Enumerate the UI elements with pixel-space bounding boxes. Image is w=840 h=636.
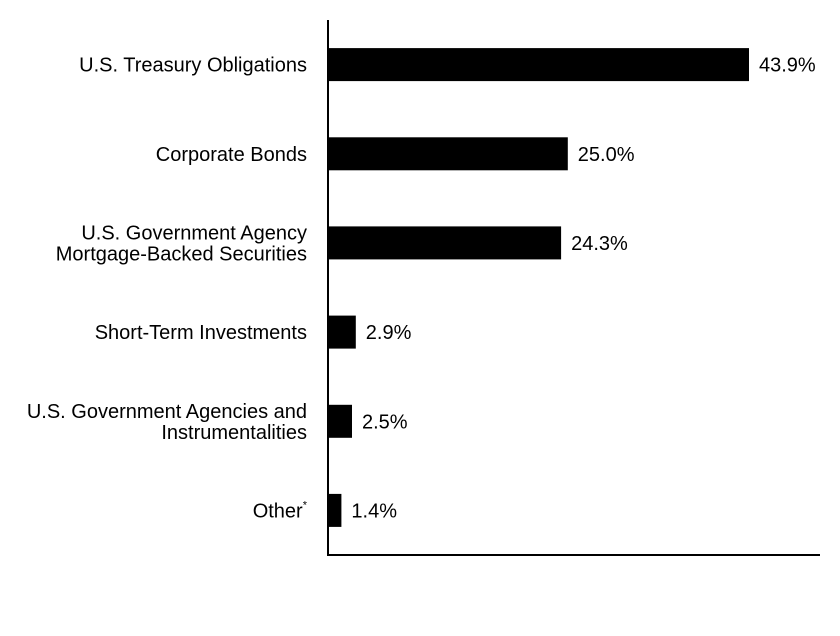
bar — [328, 48, 749, 82]
bar-value-label: 43.9% — [759, 55, 816, 77]
category-label: U.S. Government Agency Mortgage-Backed Se… — [56, 222, 307, 265]
bar-value-label: 2.5% — [362, 411, 408, 433]
footnote-marker: * — [303, 499, 308, 511]
bar-value-label: 24.3% — [571, 233, 628, 255]
bar — [328, 493, 342, 527]
bar-value-label: 2.9% — [366, 322, 412, 344]
category-label: Short-Term Investments — [95, 322, 307, 344]
category-label-line: Corporate Bonds — [156, 144, 307, 166]
bar — [328, 404, 352, 438]
category-label: Corporate Bonds — [156, 144, 307, 166]
category-labels-group: U.S. Treasury Obligations Corporate Bonds… — [27, 55, 308, 523]
category-label: Other* — [253, 499, 308, 522]
category-label-line: U.S. Treasury Obligations — [79, 55, 307, 77]
bar — [328, 137, 568, 171]
category-label-line: Mortgage-Backed Securities — [56, 243, 307, 265]
value-labels-group: 43.9% 25.0% 24.3% 2.9% 2.5% 1.4% — [351, 55, 816, 523]
category-label: U.S. Treasury Obligations — [79, 55, 307, 77]
bar-value-label: 1.4% — [351, 500, 397, 522]
category-label-line: U.S. Government Agency — [81, 222, 307, 244]
bars-group — [328, 48, 749, 527]
category-label-line: Other* — [253, 499, 308, 522]
category-label-line: Short-Term Investments — [95, 322, 307, 344]
category-label-line: Instrumentalities — [161, 422, 307, 444]
bar — [328, 315, 356, 349]
category-label-line: U.S. Government Agencies and — [27, 401, 307, 423]
category-label: U.S. Government Agencies and Instrumental… — [27, 401, 307, 444]
bar-value-label: 25.0% — [578, 144, 635, 166]
bar — [328, 226, 562, 260]
